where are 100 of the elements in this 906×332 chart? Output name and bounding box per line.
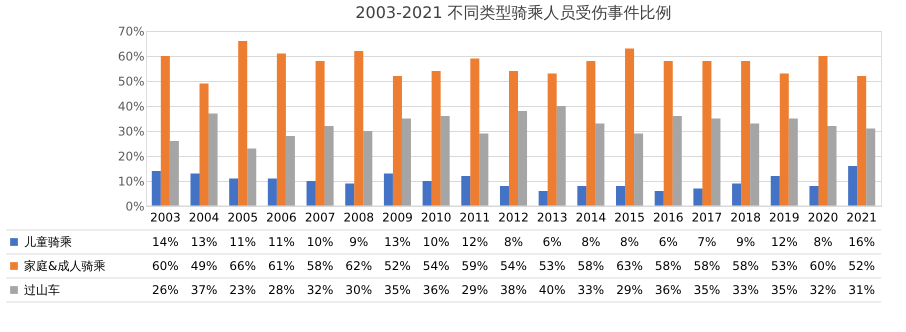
data-label: 59% xyxy=(461,259,488,273)
bar xyxy=(479,134,488,206)
x-tick-label: 2013 xyxy=(536,210,568,224)
bar xyxy=(345,184,354,206)
data-label: 32% xyxy=(810,283,836,297)
bar xyxy=(586,61,596,206)
data-label: 12% xyxy=(461,235,488,249)
bar xyxy=(595,124,604,206)
bar xyxy=(152,171,161,206)
bar xyxy=(577,186,586,206)
data-label: 28% xyxy=(268,283,295,297)
bar xyxy=(160,56,170,206)
data-label: 14% xyxy=(152,235,179,249)
data-label: 6% xyxy=(542,235,562,249)
x-tick-label: 2010 xyxy=(420,210,452,224)
x-tick-label: 2014 xyxy=(576,210,606,224)
y-tick-label: 60% xyxy=(118,50,144,64)
data-label: 38% xyxy=(500,283,527,297)
data-label: 9% xyxy=(736,235,756,249)
bar xyxy=(200,84,209,206)
bar xyxy=(788,118,798,206)
bar xyxy=(208,114,218,206)
bar xyxy=(440,116,450,206)
y-tick-label: 70% xyxy=(118,24,144,38)
x-tick-label: 2012 xyxy=(498,210,529,224)
data-label: 31% xyxy=(848,283,875,297)
data-label: 58% xyxy=(306,259,334,273)
data-label: 53% xyxy=(770,259,798,273)
bar xyxy=(625,48,634,206)
data-label: 62% xyxy=(345,259,372,273)
data-label: 8% xyxy=(504,235,524,249)
bar xyxy=(461,176,470,206)
bar xyxy=(392,76,402,206)
bar xyxy=(316,61,325,206)
y-tick-label: 20% xyxy=(118,150,144,164)
data-label: 66% xyxy=(229,259,256,273)
data-label: 8% xyxy=(813,235,832,249)
x-tick-label: 2004 xyxy=(188,210,220,224)
data-label: 33% xyxy=(732,283,759,297)
bar xyxy=(306,181,316,206)
x-tick-label: 2015 xyxy=(614,210,645,224)
bar xyxy=(556,106,566,206)
bar xyxy=(548,74,557,206)
data-label: 10% xyxy=(422,235,450,249)
bar xyxy=(857,76,866,206)
data-label: 61% xyxy=(268,259,295,273)
bar xyxy=(711,118,720,206)
bar xyxy=(654,191,664,206)
x-tick-label: 2016 xyxy=(652,210,684,224)
data-label: 49% xyxy=(190,259,218,273)
bar xyxy=(750,124,760,206)
data-label: 29% xyxy=(616,283,643,297)
x-tick-label: 2018 xyxy=(730,210,761,224)
bar xyxy=(276,54,286,206)
data-label: 60% xyxy=(810,259,836,273)
bar xyxy=(324,126,334,206)
data-label: 54% xyxy=(500,259,527,273)
data-label: 11% xyxy=(229,235,256,249)
data-label: 35% xyxy=(770,283,798,297)
bar xyxy=(470,58,480,206)
data-label: 58% xyxy=(694,259,720,273)
data-label: 36% xyxy=(654,283,682,297)
bar xyxy=(809,186,818,206)
data-label: 37% xyxy=(190,283,218,297)
bar xyxy=(741,61,750,206)
bar xyxy=(402,118,411,206)
bar xyxy=(538,191,548,206)
x-tick-label: 2011 xyxy=(460,210,490,224)
data-label: 9% xyxy=(349,235,368,249)
chart-title: 2003-2021 不同类型骑乘人员受伤事件比例 xyxy=(355,3,672,22)
x-tick-label: 2007 xyxy=(304,210,336,224)
bar xyxy=(384,174,393,206)
x-tick-label: 2003 xyxy=(150,210,181,224)
legend-label: 儿童骑乘 xyxy=(24,235,72,249)
data-label: 26% xyxy=(152,283,179,297)
bar xyxy=(229,178,238,206)
bar xyxy=(770,176,780,206)
y-tick-label: 0% xyxy=(125,200,144,214)
legend-label: 家庭&成人骑乘 xyxy=(24,259,106,273)
data-label: 52% xyxy=(384,259,411,273)
x-tick-label: 2017 xyxy=(692,210,722,224)
data-label: 52% xyxy=(848,259,875,273)
x-tick-label: 2020 xyxy=(808,210,838,224)
data-label: 8% xyxy=(581,235,600,249)
data-label: 58% xyxy=(732,259,759,273)
bar xyxy=(672,116,682,206)
bar xyxy=(422,181,432,206)
data-label: 23% xyxy=(229,283,256,297)
data-label: 32% xyxy=(306,283,334,297)
bar xyxy=(363,131,372,206)
bar xyxy=(616,186,626,206)
bar xyxy=(500,186,509,206)
data-label: 29% xyxy=(461,283,488,297)
data-label: 33% xyxy=(578,283,604,297)
bar xyxy=(732,184,742,206)
data-label: 40% xyxy=(538,283,566,297)
x-tick-label: 2008 xyxy=(343,210,374,224)
data-label: 63% xyxy=(616,259,643,273)
bar xyxy=(247,148,256,206)
y-tick-label: 10% xyxy=(118,174,144,188)
